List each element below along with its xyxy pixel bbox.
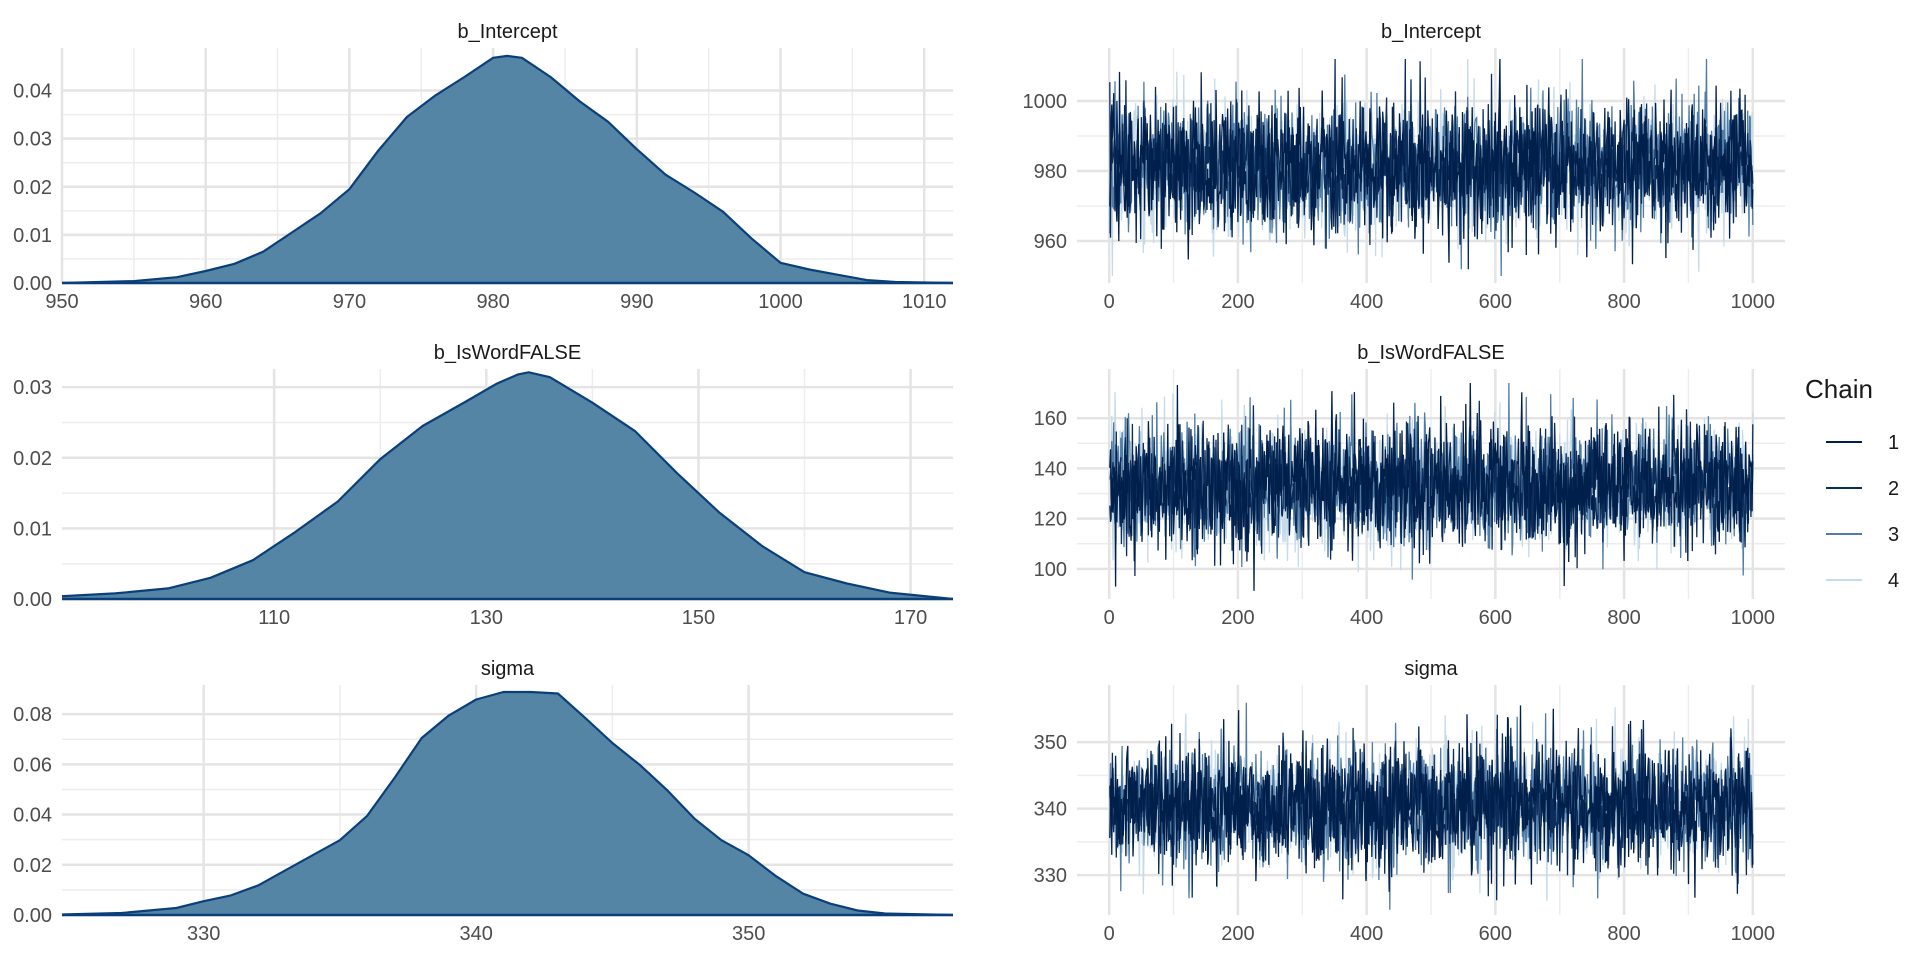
y-tick-label: 0.01 bbox=[13, 518, 52, 540]
y-tick-label: 350 bbox=[1034, 732, 1067, 754]
x-tick-label: 200 bbox=[1221, 923, 1254, 945]
x-tick-label: 110 bbox=[258, 607, 290, 629]
x-tick-label: 400 bbox=[1350, 291, 1383, 313]
x-tick-label: 150 bbox=[682, 607, 715, 629]
x-tick-label: 600 bbox=[1479, 291, 1512, 313]
panel-1: b_Intercept 950 960 970 980 990 1000 1010 0.00 0.… bbox=[13, 21, 954, 313]
trace-chain-1 bbox=[1109, 705, 1754, 900]
legend: Chain 1 2 3 4 bbox=[1805, 374, 1899, 592]
x-tick-label: 1000 bbox=[1731, 607, 1776, 629]
panel-2: b_Intercept 0 200 400 600 800 1000 960 980 1000 bbox=[1023, 21, 1785, 313]
legend-title: Chain bbox=[1805, 374, 1873, 404]
y-tick-label: 160 bbox=[1034, 408, 1067, 430]
legend-label: 4 bbox=[1888, 570, 1899, 592]
x-tick-label: 800 bbox=[1607, 607, 1640, 629]
x-tick-label: 1000 bbox=[758, 291, 803, 313]
density-area bbox=[62, 372, 953, 599]
y-tick-label: 960 bbox=[1034, 231, 1067, 253]
panel-5: sigma 330 340 350 0.00 0.02 0.04 0.06 0.08 bbox=[13, 658, 954, 945]
y-tick-label: 330 bbox=[1034, 865, 1067, 887]
y-tick-label: 120 bbox=[1034, 509, 1067, 531]
x-tick-label: 400 bbox=[1350, 607, 1383, 629]
x-tick-label: 350 bbox=[732, 923, 765, 945]
legend-label: 2 bbox=[1888, 478, 1899, 500]
density-area bbox=[62, 692, 953, 915]
y-tick-label: 0.06 bbox=[13, 754, 52, 776]
x-tick-label: 1000 bbox=[1731, 923, 1776, 945]
y-tick-label: 0.02 bbox=[13, 177, 52, 199]
panel-title: sigma bbox=[1404, 658, 1458, 680]
density-curve bbox=[61, 690, 954, 917]
x-tick-label: 400 bbox=[1350, 923, 1383, 945]
x-tick-label: 0 bbox=[1104, 923, 1115, 945]
y-tick-label: 0.02 bbox=[13, 855, 52, 877]
y-tick-label: 0.00 bbox=[13, 273, 52, 295]
panel-title: sigma bbox=[481, 658, 535, 680]
x-tick-label: 1000 bbox=[1731, 291, 1776, 313]
x-tick-label: 600 bbox=[1479, 607, 1512, 629]
y-tick-label: 0.00 bbox=[13, 905, 52, 927]
x-tick-label: 800 bbox=[1607, 291, 1640, 313]
legend-label: 3 bbox=[1888, 524, 1899, 546]
panel-title: b_IsWordFALSE bbox=[1357, 342, 1504, 364]
x-tick-label: 340 bbox=[459, 923, 492, 945]
panel-title: b_IsWordFALSE bbox=[434, 342, 581, 364]
x-tick-label: 0 bbox=[1104, 607, 1115, 629]
panel-title: b_Intercept bbox=[1381, 21, 1482, 43]
x-tick-label: 1010 bbox=[902, 291, 947, 313]
x-tick-label: 950 bbox=[45, 291, 78, 313]
panel-4: b_IsWordFALSE 0 200 400 600 800 1000 100 120 140 1… bbox=[1034, 342, 1785, 629]
y-tick-label: 0.02 bbox=[13, 448, 52, 470]
y-tick-label: 0.04 bbox=[13, 81, 52, 103]
y-tick-label: 0.00 bbox=[13, 589, 52, 611]
y-tick-label: 980 bbox=[1034, 161, 1067, 183]
trace-chain-1 bbox=[1109, 58, 1754, 265]
y-tick-label: 0.04 bbox=[13, 805, 52, 827]
y-tick-label: 0.08 bbox=[13, 704, 52, 726]
y-tick-label: 0.01 bbox=[13, 225, 52, 247]
y-tick-label: 1000 bbox=[1023, 91, 1068, 113]
y-tick-label: 140 bbox=[1034, 458, 1067, 480]
panel-title: b_Intercept bbox=[457, 21, 558, 43]
density-curve bbox=[61, 371, 954, 601]
x-tick-label: 200 bbox=[1221, 291, 1254, 313]
y-tick-label: 0.03 bbox=[13, 377, 52, 399]
x-tick-label: 600 bbox=[1479, 923, 1512, 945]
density-curve bbox=[61, 54, 954, 285]
x-tick-label: 970 bbox=[333, 291, 366, 313]
x-tick-label: 0 bbox=[1104, 291, 1115, 313]
x-tick-label: 170 bbox=[894, 607, 927, 629]
x-tick-label: 200 bbox=[1221, 607, 1254, 629]
x-tick-label: 990 bbox=[620, 291, 653, 313]
trace-chain-1 bbox=[1109, 382, 1754, 591]
panel-3: b_IsWordFALSE 110 130 150 170 0.00 0.01 0.02 0.0… bbox=[13, 342, 954, 629]
y-tick-label: 100 bbox=[1034, 559, 1067, 581]
legend-label: 1 bbox=[1888, 432, 1899, 454]
x-tick-label: 330 bbox=[187, 923, 220, 945]
panel-6: sigma 0 200 400 600 800 1000 330 340 350 bbox=[1034, 658, 1785, 945]
y-tick-label: 0.03 bbox=[13, 129, 52, 151]
density-area bbox=[62, 55, 953, 284]
x-tick-label: 980 bbox=[476, 291, 509, 313]
x-tick-label: 800 bbox=[1607, 923, 1640, 945]
y-tick-label: 340 bbox=[1034, 799, 1067, 821]
x-tick-label: 130 bbox=[470, 607, 503, 629]
x-tick-label: 960 bbox=[189, 291, 222, 313]
